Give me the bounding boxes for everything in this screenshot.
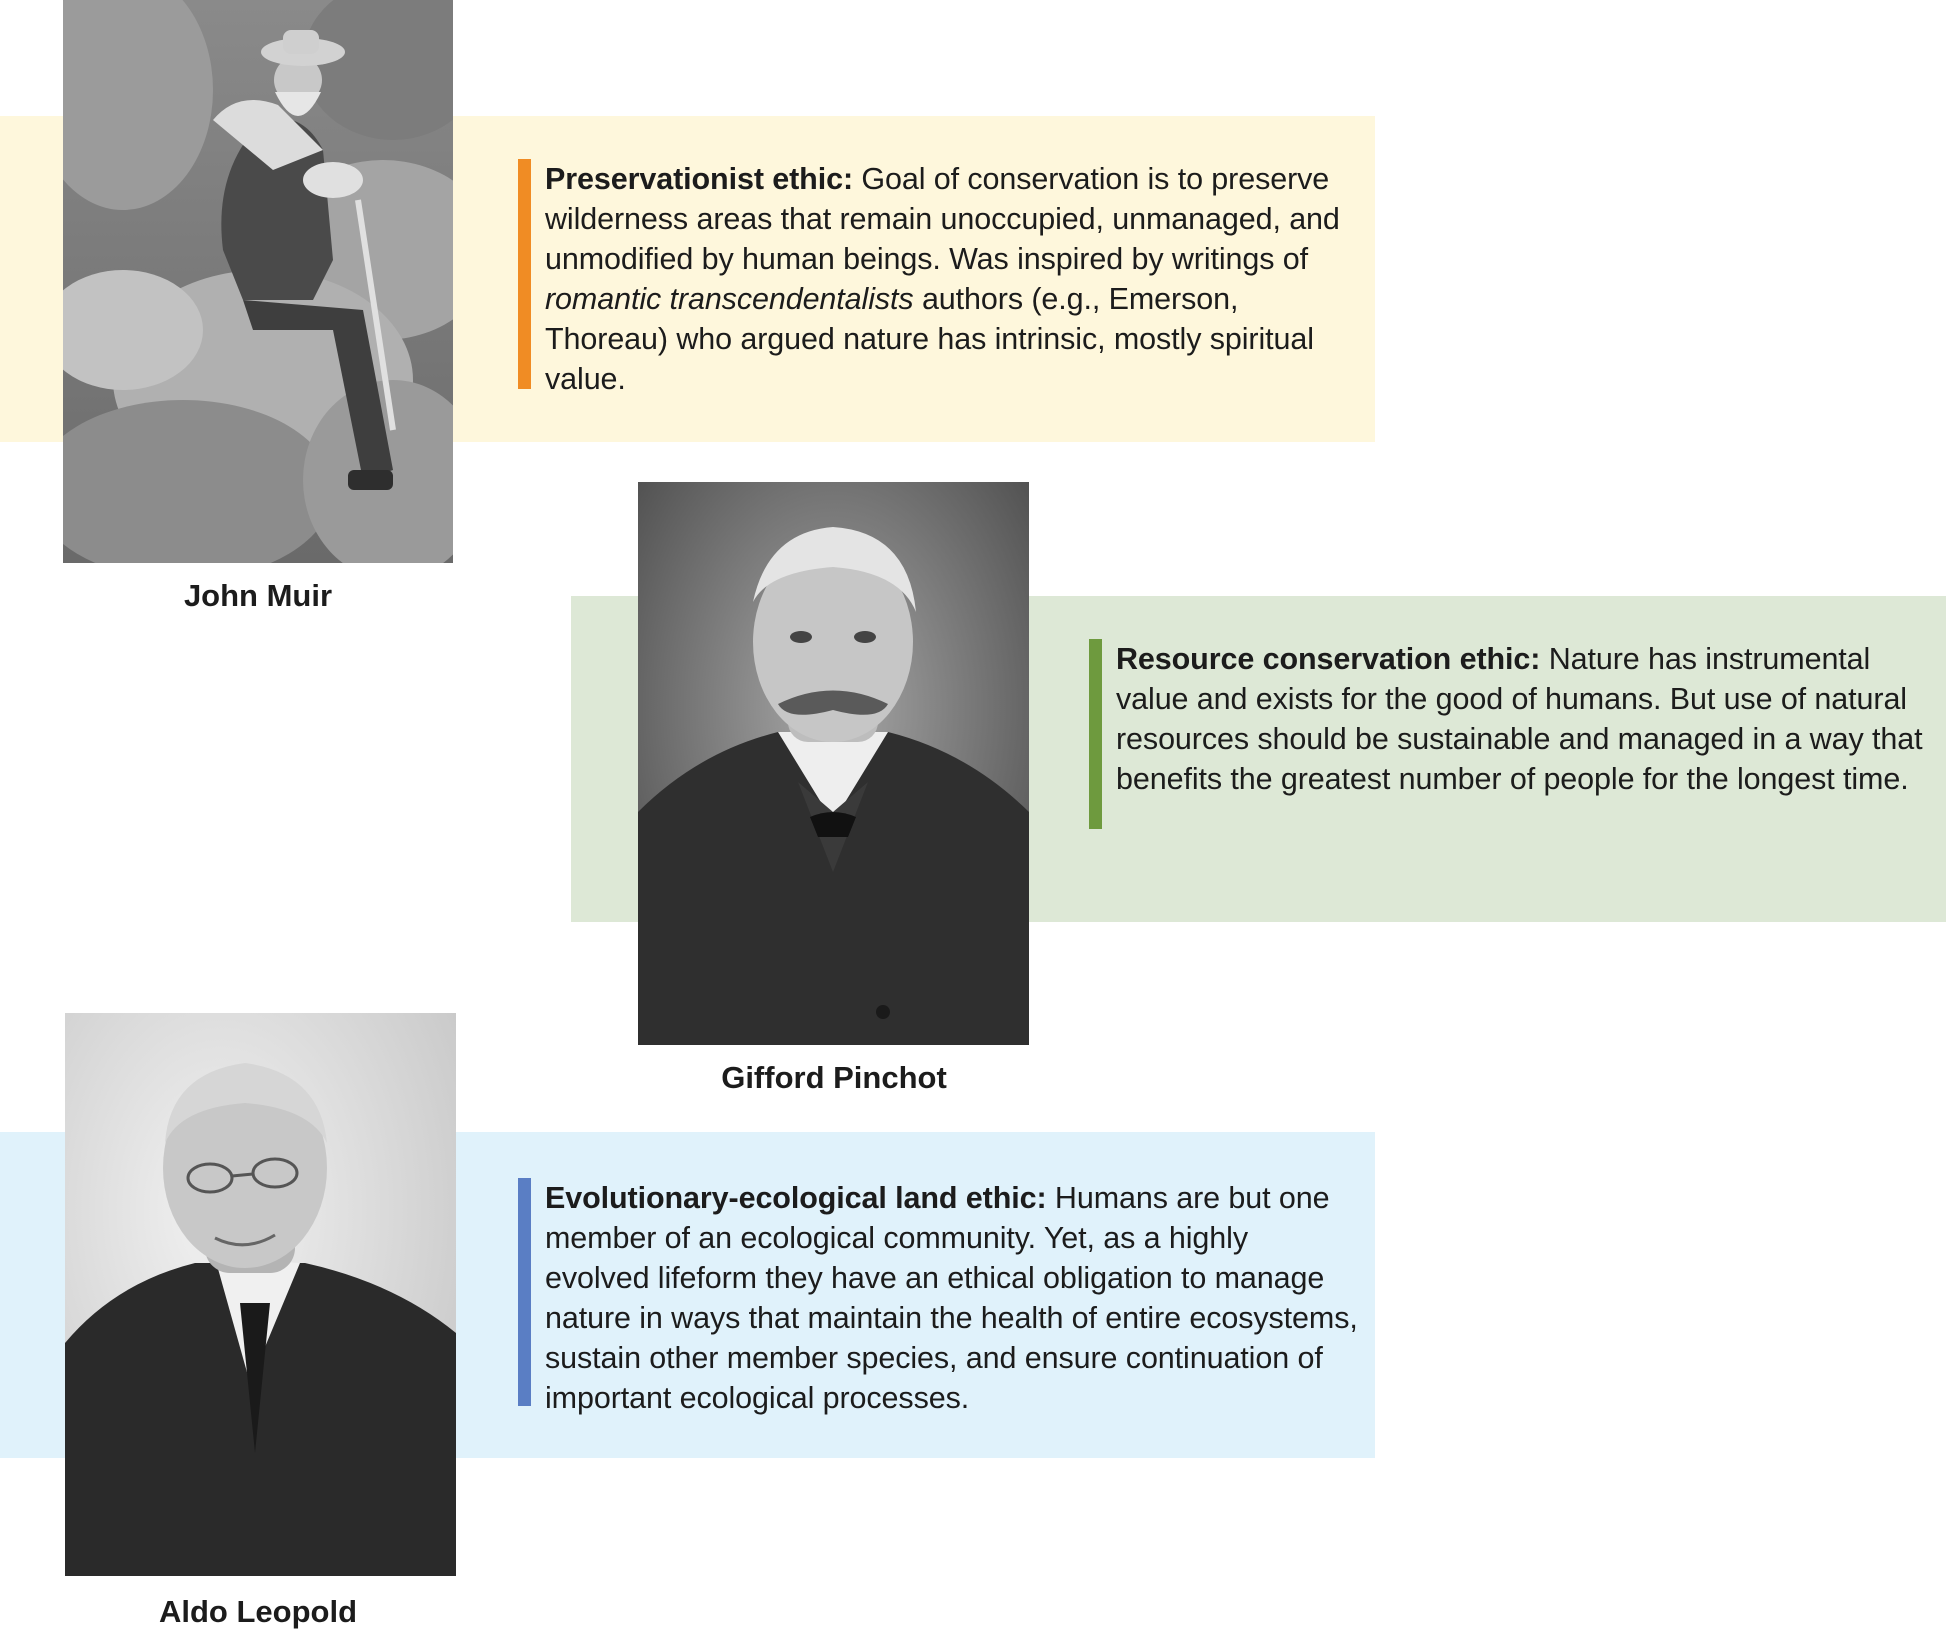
land-ethic-description: Humans are but one member of an ecologic…	[545, 1181, 1358, 1415]
aldo-leopold-photo	[65, 1013, 456, 1576]
land-ethic-accent-bar	[518, 1178, 531, 1406]
john-muir-caption: John Muir	[183, 578, 333, 613]
resource-conservation-accent-bar	[1089, 639, 1102, 829]
preservationist-term: Preservationist ethic:	[545, 162, 853, 196]
resource-conservation-text: Nature has instrumental value and exists…	[1116, 642, 1923, 796]
gifford-pinchot-photo	[638, 482, 1029, 1045]
land-ethic-block: Evolutionary-ecological land ethic: Huma…	[518, 1178, 1358, 1418]
preservationist-text-part2: authors (e.g., Emerson, Thoreau) who arg…	[545, 282, 1314, 396]
land-ethic-term: Evolutionary-ecological land ethic:	[545, 1181, 1047, 1215]
resource-conservation-ethic-block: Resource conservation ethic: Nature has …	[1089, 639, 1929, 829]
romantic-transcendentalists-emphasis: romantic transcendentalists	[545, 282, 914, 316]
resource-conservation-ethic-text: Resource conservation ethic: Nature has …	[1089, 639, 1929, 799]
aldo-leopold-caption: Aldo Leopold	[158, 1594, 358, 1629]
preservationist-ethic-block: Preservationist ethic: Goal of conservat…	[518, 159, 1348, 399]
john-muir-photo	[63, 0, 453, 563]
preservationist-ethic-text: Preservationist ethic: Goal of conservat…	[518, 159, 1348, 399]
gifford-pinchot-caption: Gifford Pinchot	[721, 1060, 947, 1095]
preservationist-text-part1: Goal of conservation is to preserve wild…	[545, 162, 1340, 276]
land-ethic-text: Evolutionary-ecological land ethic: Huma…	[518, 1178, 1358, 1418]
resource-conservation-term: Resource conservation ethic:	[1116, 642, 1541, 676]
preservationist-accent-bar	[518, 159, 531, 389]
